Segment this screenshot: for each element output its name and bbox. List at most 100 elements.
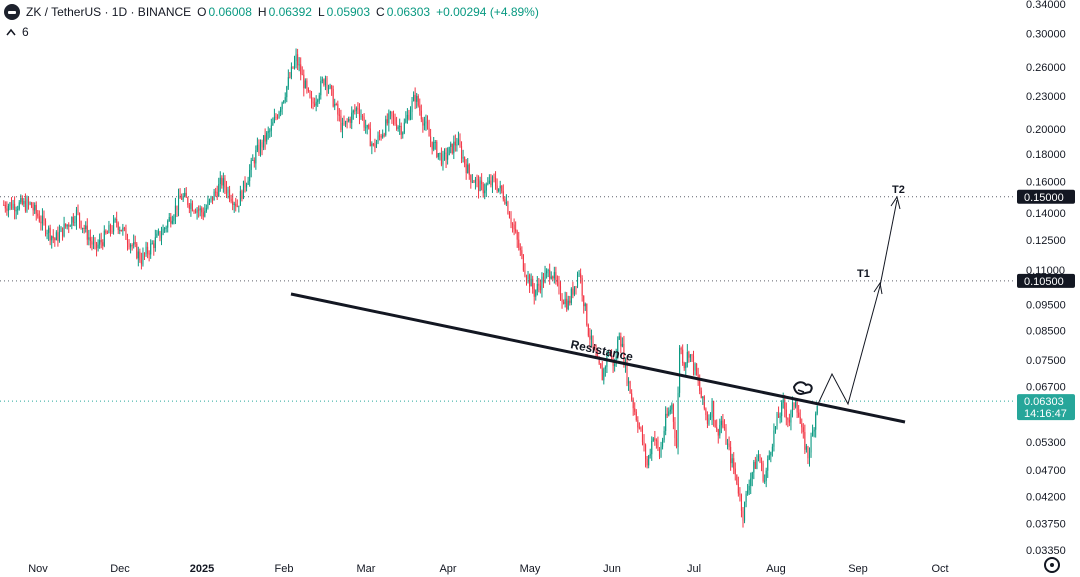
candle-body [467, 164, 469, 174]
candle-body [318, 95, 320, 101]
candle-body [202, 212, 204, 217]
candle-body [263, 135, 265, 148]
projection-path[interactable] [817, 285, 881, 406]
candle-body [258, 144, 260, 154]
candle-body [700, 390, 702, 399]
candle-body [685, 363, 687, 369]
candle-body [331, 85, 333, 89]
candle-body [807, 446, 809, 459]
candle-body [242, 180, 245, 199]
candle-body [77, 209, 79, 214]
candle-body [246, 184, 248, 188]
candle-body [26, 199, 28, 211]
candle-body [748, 485, 750, 491]
candle-body [345, 120, 347, 125]
candle-body [791, 402, 794, 411]
candle-body [358, 109, 361, 117]
candle-body [668, 411, 670, 416]
candle-body [392, 116, 395, 118]
candle-body [476, 179, 478, 181]
candle-body [60, 227, 62, 232]
candle-body [351, 112, 353, 123]
candle-body [804, 432, 806, 450]
candle-body [617, 339, 619, 357]
gear-icon[interactable] [1044, 557, 1060, 573]
candle-body [300, 64, 302, 75]
candle-body [416, 96, 418, 102]
candle-body [385, 119, 387, 136]
candle-body [512, 223, 514, 225]
candle-body [270, 125, 272, 131]
candle-body [513, 224, 515, 230]
candle-body [51, 236, 53, 241]
candle-body [431, 141, 433, 150]
candle-body [106, 233, 108, 235]
candle-body [657, 440, 659, 449]
candle-body [733, 458, 735, 469]
candle-body [312, 101, 314, 104]
candle-body [498, 188, 500, 192]
candle-body [218, 184, 220, 197]
time-axis[interactable]: Nov Dec 2025 Feb Mar Apr May Jun Jul Aug Sep Oct [28, 563, 948, 575]
candle-body [44, 220, 47, 234]
candle-body [813, 429, 815, 432]
candle-body [355, 107, 357, 111]
candle-body [433, 142, 435, 150]
candle-body [409, 111, 412, 120]
resistance-trendline[interactable] [290, 292, 906, 424]
candle-body [295, 54, 297, 62]
candle-body [238, 205, 240, 207]
price-tick-label: 0.34000 [1026, 0, 1066, 11]
candle-body [362, 116, 364, 118]
candle-body [532, 278, 534, 289]
candle-body [391, 111, 393, 117]
candle-body [536, 283, 538, 291]
candle-body [383, 134, 385, 136]
candle-body [626, 361, 628, 384]
candle-body [43, 215, 45, 221]
candle-body [301, 74, 303, 76]
candle-body [368, 125, 370, 129]
candle-body [572, 288, 574, 295]
candle-body [643, 442, 645, 445]
candle-body [213, 191, 215, 201]
price-axis[interactable]: 0.34000 0.30000 0.26000 0.23000 0.20000 0.180… [1026, 0, 1066, 557]
candle-body [713, 400, 715, 421]
candle-body [273, 116, 275, 123]
candle-body [816, 406, 818, 414]
candle-body [126, 239, 129, 244]
candle-body [790, 410, 792, 423]
candle-body [7, 206, 9, 211]
candle-body [229, 189, 231, 200]
candle-body [699, 380, 701, 391]
candle-body [79, 213, 81, 222]
candle-body [629, 381, 631, 394]
symbol-title[interactable]: ZK / TetherUS · 1D · BINANCE [26, 5, 192, 19]
target-t1-label: T1 [857, 268, 870, 280]
candle-body [598, 357, 600, 364]
candle-body [366, 125, 368, 128]
candle-body [479, 180, 481, 192]
candle-body [304, 80, 306, 89]
candle-body [198, 209, 200, 211]
level-badge-label: 0.10500 [1024, 276, 1064, 288]
candle-body [269, 130, 271, 132]
target-arrow-line[interactable] [879, 199, 898, 287]
chevron-up-icon[interactable] [6, 28, 16, 36]
candle-body [417, 96, 419, 106]
candle-body [190, 203, 192, 209]
candle-body [570, 288, 572, 303]
candle-body [414, 94, 416, 102]
target-t2-label: T2 [892, 184, 905, 196]
candle-body [382, 134, 384, 138]
candle-body [631, 393, 633, 400]
candle-body [490, 180, 492, 186]
candle-body [40, 221, 42, 224]
level-badge-label: 0.06303 [1024, 396, 1064, 408]
candle-body [188, 205, 190, 209]
candle-body [552, 276, 554, 279]
candle-body [770, 452, 772, 456]
indicator-toggle[interactable]: 6 [6, 25, 29, 39]
